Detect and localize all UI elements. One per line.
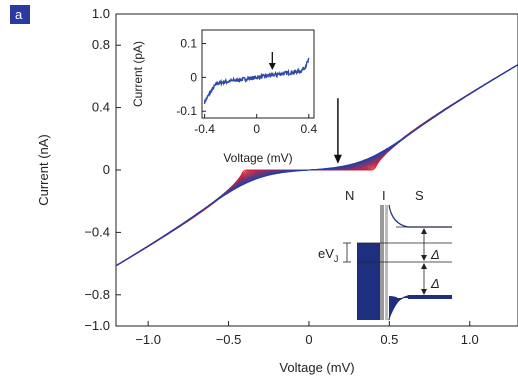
main-y-axis-label: Current (nA) [36, 134, 51, 206]
inset-background [202, 30, 314, 118]
delta-upper-label: Δ [430, 247, 440, 262]
inset-y-tick-label: 0 [190, 70, 197, 84]
nis-schematic: N I S eVJ Δ Δ [318, 188, 452, 321]
inset-y-tick-label: -0.1 [176, 104, 197, 118]
iv-curve [116, 64, 518, 267]
y-tick-label: 0.4 [92, 100, 110, 115]
schematic-label-n: N [345, 188, 354, 203]
main-axes: −1.0 −0.5 0 0.5 1.0 −1.0 −0.8 −0.4 0 0.4 0.8 1.0 [84, 6, 478, 347]
panel-label: a [15, 7, 23, 22]
y-tick-label: 1.0 [92, 6, 110, 21]
delta-lower-label: Δ [430, 276, 440, 291]
inset-x-tick-label: 0 [253, 122, 260, 136]
iv-curve [116, 64, 518, 267]
y-tick-label: −1.0 [84, 318, 110, 333]
insulator-barrier-left [380, 205, 384, 320]
y-tick-label: 0 [103, 162, 110, 177]
main-curves [116, 64, 518, 267]
main-x-axis-label: Voltage (mV) [279, 360, 354, 375]
delta-upper-arrowhead-top [421, 228, 427, 234]
iv-curve [116, 64, 518, 267]
inset-y-tick-label: 0.1 [180, 37, 197, 51]
iv-curve [116, 64, 518, 267]
y-tick-label: 0.8 [92, 37, 110, 52]
panel-label-box [10, 5, 30, 24]
inset-x-tick-label: 0.4 [300, 122, 317, 136]
inset-frame [201, 29, 315, 119]
superconductor-lower-dos [388, 295, 452, 321]
y-tick-label: −0.4 [84, 224, 110, 239]
x-tick-label: 1.0 [461, 332, 479, 347]
x-tick-label: −0.5 [216, 332, 242, 347]
insulator-barrier-right [385, 205, 388, 320]
y-tick-label: −0.8 [84, 287, 110, 302]
iv-curve [116, 64, 518, 267]
delta-lower-arrowhead-top [421, 263, 427, 269]
iv-curve [116, 64, 518, 267]
evj-label: eVJ [318, 246, 338, 264]
inset-iv-trace [203, 57, 310, 104]
inset-axes: -0.4 0 0.4 -0.1 0 0.1 [176, 37, 317, 136]
iv-curve [116, 64, 518, 267]
schematic-label-i: I [382, 188, 386, 203]
superconductor-upper-dos [388, 204, 452, 228]
iv-curve [116, 64, 518, 267]
delta-lower-arrowhead-bottom [421, 289, 427, 295]
iv-curve [116, 64, 518, 267]
normal-metal-filled-states [357, 243, 380, 320]
superconductor-lower-edge [408, 295, 452, 299]
iv-curve [116, 64, 518, 267]
x-tick-label: 0 [305, 332, 312, 347]
inset-arrow [268, 52, 276, 70]
iv-curve [116, 64, 518, 267]
inset-y-axis-label: Current (pA) [131, 41, 145, 107]
inset-curve [203, 57, 310, 104]
iv-curve [116, 64, 518, 267]
main-arrow [333, 98, 342, 164]
iv-curve [116, 64, 518, 267]
delta-upper-arrowhead-bottom [421, 255, 427, 261]
inset-x-tick-label: -0.4 [194, 122, 215, 136]
x-tick-label: −1.0 [135, 332, 161, 347]
x-tick-label: 0.5 [380, 332, 398, 347]
superconductor-filled-states [389, 296, 452, 320]
inset-x-axis-label: Voltage (mV) [223, 151, 292, 165]
schematic-label-s: S [415, 188, 424, 203]
iv-curve [116, 64, 518, 267]
